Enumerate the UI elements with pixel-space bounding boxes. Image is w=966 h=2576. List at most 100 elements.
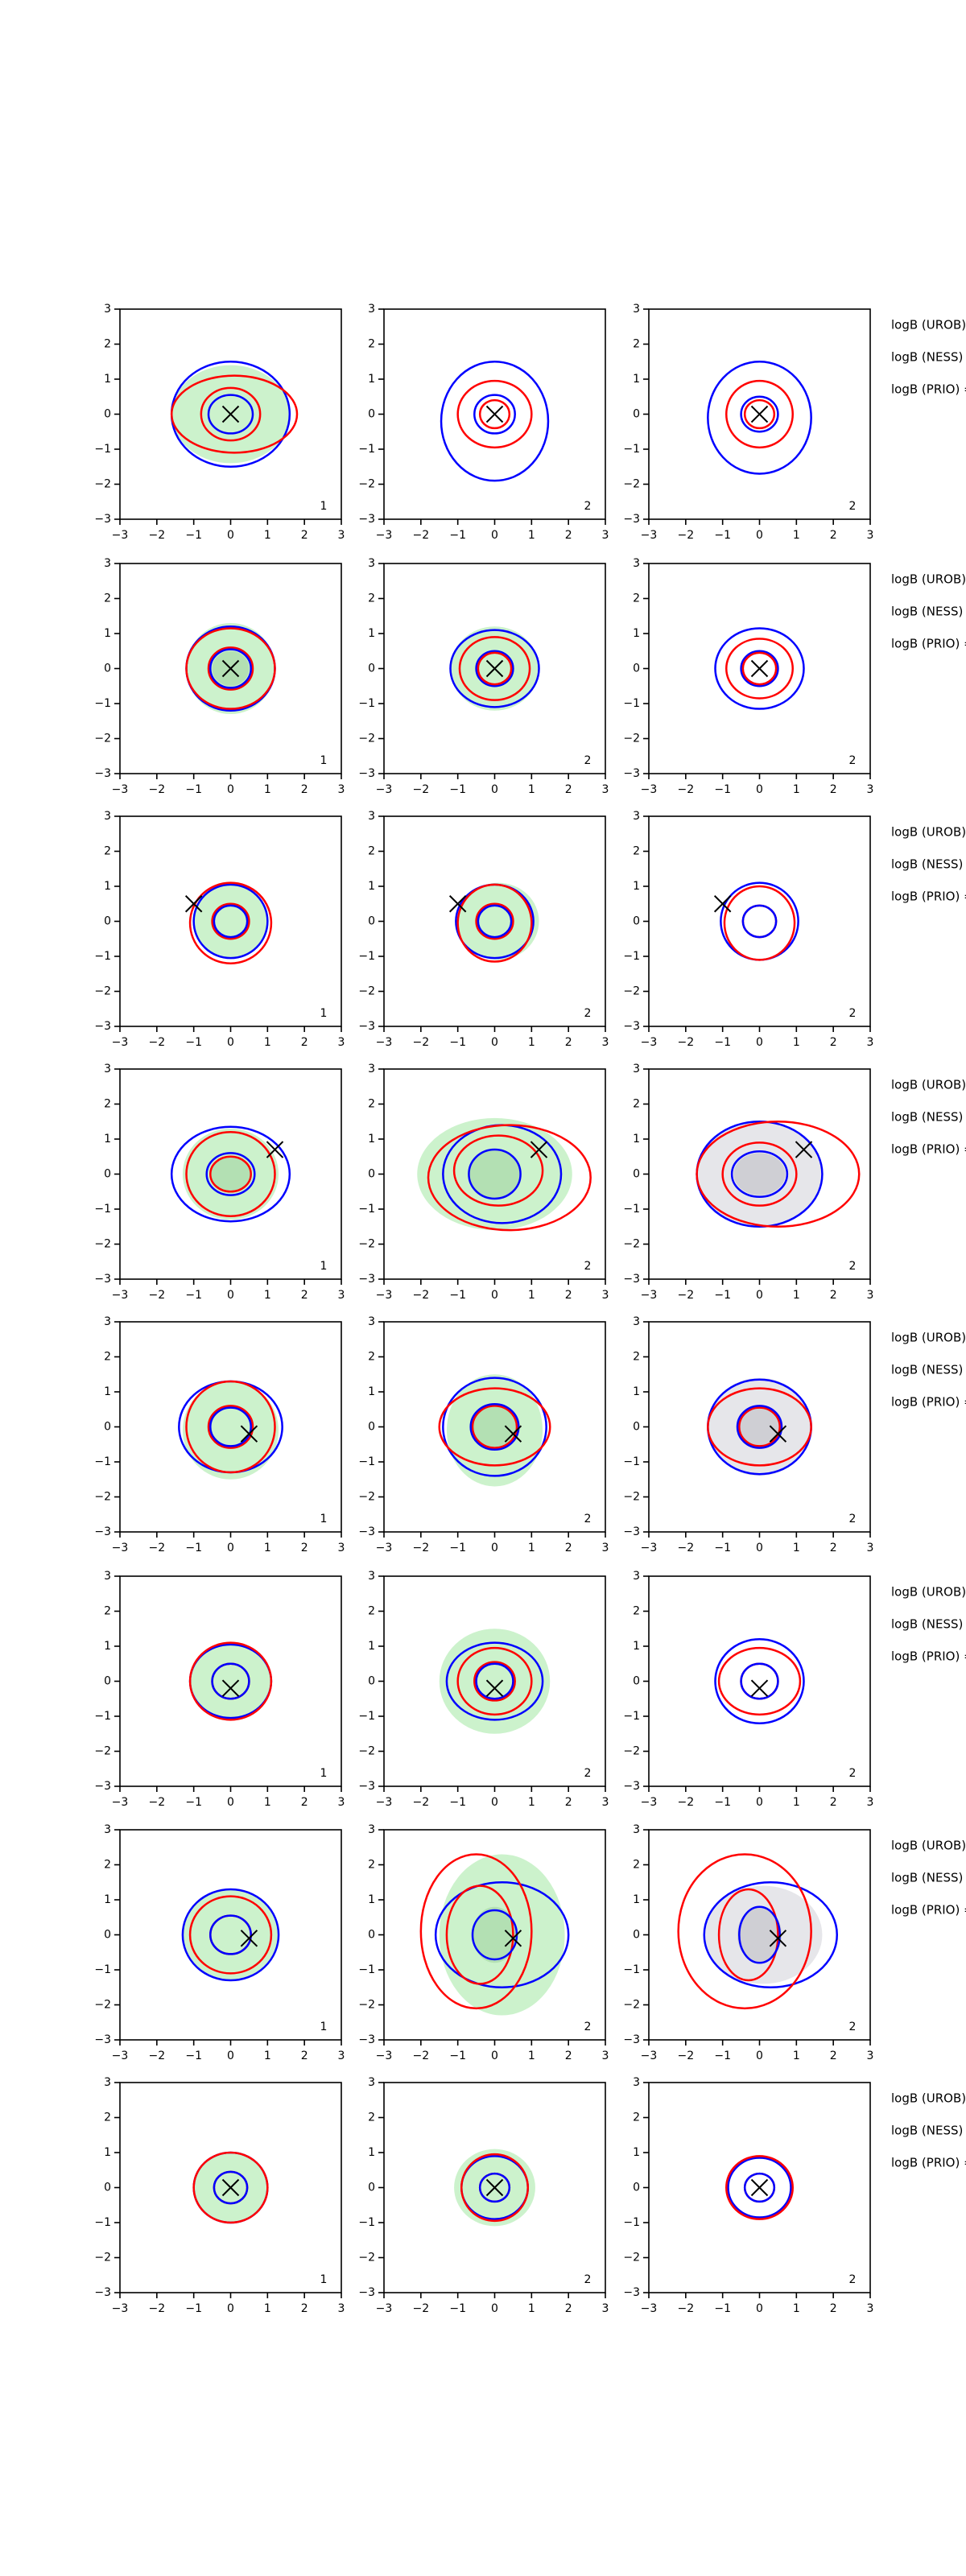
x-tick-label: −2 <box>149 783 166 796</box>
contour <box>209 1155 252 1193</box>
x-tick-label: 0 <box>756 2302 763 2315</box>
marker-stroke <box>504 1930 522 1947</box>
contour <box>478 2172 511 2203</box>
y-tick-label: 3 <box>368 810 375 823</box>
x-tick-label: −1 <box>185 1796 202 1809</box>
y-tick-label: 3 <box>104 810 111 823</box>
contour <box>475 1662 514 1700</box>
row-annotation: logB (UROB) <box>891 1839 966 1853</box>
y-tick-label: 0 <box>633 663 640 675</box>
y-tick-label: 2 <box>633 1605 640 1618</box>
x-tick-label: 0 <box>491 529 498 542</box>
x-tick-label: 3 <box>867 2050 874 2062</box>
y-tick-label: 0 <box>104 1675 111 1688</box>
y-tick-label: −3 <box>358 1525 375 1538</box>
contour <box>717 1888 779 1982</box>
y-tick-label: 1 <box>633 1893 640 1906</box>
y-tick-label: −2 <box>358 985 375 998</box>
y-tick-label: −3 <box>623 513 640 526</box>
panel-label: 1 <box>320 1513 328 1525</box>
x-tick-label: 1 <box>793 1036 800 1049</box>
panel-label: 1 <box>320 1767 328 1780</box>
contour <box>738 1905 781 1964</box>
y-tick-label: −2 <box>358 1491 375 1504</box>
y-tick-label: 3 <box>633 1315 640 1328</box>
x-tick-label: 3 <box>338 1796 345 1809</box>
x-tick-label: 1 <box>793 2302 800 2315</box>
x-tick-label: −3 <box>112 783 129 796</box>
x-tick-label: 0 <box>756 1542 763 1554</box>
y-tick-label: −1 <box>623 1963 640 1976</box>
contour <box>714 1638 805 1724</box>
row-annotation: logB (PRIO) = <box>891 1395 966 1410</box>
contour <box>721 1141 798 1207</box>
plot-area <box>455 882 539 963</box>
plot-area <box>440 361 550 482</box>
x-tick-label: −1 <box>714 2050 731 2062</box>
y-tick-label: 2 <box>104 845 111 858</box>
y-tick-label: 1 <box>633 1133 640 1146</box>
contour <box>696 1121 861 1228</box>
y-tick-label: 1 <box>368 627 375 640</box>
contour <box>456 1646 533 1716</box>
y-tick-label: −3 <box>358 2286 375 2299</box>
y-tick-label: 1 <box>368 1893 375 1906</box>
y-tick-label: 3 <box>368 1823 375 1836</box>
y-tick-label: 0 <box>104 663 111 675</box>
x-tick-label: 0 <box>227 2302 234 2315</box>
marker <box>184 895 203 913</box>
marker-stroke <box>504 1425 522 1443</box>
x-tick-label: 3 <box>602 1542 609 1554</box>
y-tick-label: −1 <box>623 950 640 963</box>
y-tick-label: −3 <box>358 1780 375 1793</box>
contour <box>475 650 514 687</box>
contour <box>209 1914 252 1955</box>
marker <box>485 405 504 423</box>
contour <box>471 1405 518 1449</box>
panel: −3 −2 −1 0 1 2 3 −3 −2 −1 0 1 2 3 2 <box>358 810 609 1049</box>
marker-stroke <box>750 659 769 678</box>
x-tick-label: 0 <box>756 1036 763 1049</box>
density-fill <box>210 1156 251 1192</box>
y-tick-label: 1 <box>368 880 375 893</box>
axes-frame <box>648 1575 871 1787</box>
x-tick-label: −1 <box>714 1796 731 1809</box>
y-tick-label: −2 <box>358 478 375 491</box>
density-fill <box>439 1629 551 1734</box>
x-tick-label: 1 <box>264 783 271 796</box>
panel-label: 2 <box>584 2273 592 2286</box>
panel-label: 2 <box>849 1767 857 1780</box>
x-tick-label: −2 <box>678 529 695 542</box>
contour <box>473 1661 516 1702</box>
y-tick-label: 1 <box>104 627 111 640</box>
x-tick-label: −3 <box>376 1796 393 1809</box>
row-annotation: logB (UROB) <box>891 825 966 840</box>
x-tick-label: 1 <box>793 529 800 542</box>
y-tick-label: 1 <box>104 880 111 893</box>
marker <box>448 895 467 913</box>
plot-area <box>181 1888 280 1982</box>
y-tick-label: −2 <box>94 478 111 491</box>
y-tick-label: −1 <box>94 443 111 456</box>
row-annotation: logB (UROB) <box>891 1331 966 1345</box>
marker-stroke <box>750 405 769 423</box>
y-tick-label: 0 <box>104 1929 111 1942</box>
contour <box>188 1641 273 1721</box>
x-tick-label: 1 <box>264 1542 271 1554</box>
y-tick-label: 0 <box>104 1168 111 1181</box>
density-fill <box>469 1150 521 1199</box>
y-tick-label: −2 <box>94 1999 111 2012</box>
plot-area <box>707 360 812 475</box>
x-tick-label: −1 <box>449 1796 466 1809</box>
contour <box>736 1405 783 1449</box>
y-tick-label: 0 <box>104 915 111 928</box>
marker <box>530 1141 548 1158</box>
x-tick-label: 2 <box>565 529 572 542</box>
x-tick-label: 1 <box>264 2050 271 2062</box>
contour <box>717 1646 802 1716</box>
x-tick-label: 0 <box>491 1289 498 1302</box>
x-tick-label: 3 <box>602 1289 609 1302</box>
row-annotation: logB (PRIO) = <box>891 1903 966 1918</box>
contour <box>458 636 531 701</box>
marker-stroke <box>713 895 732 913</box>
